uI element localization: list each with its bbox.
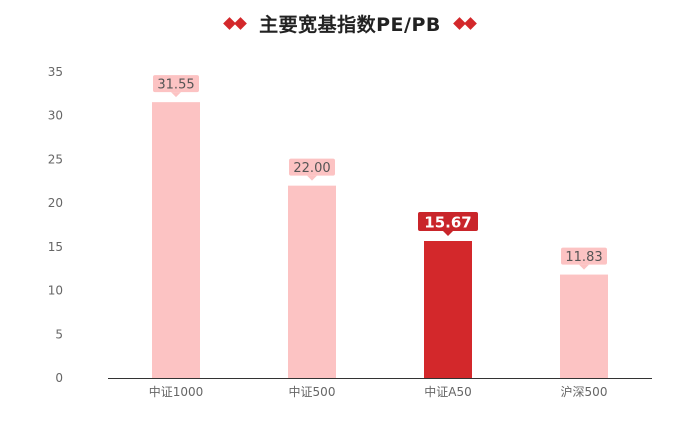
- value-label-bg: [561, 247, 607, 265]
- bar: [152, 102, 200, 379]
- x-tick-label: 沪深500: [561, 385, 608, 399]
- x-tick-label: 中证1000: [149, 384, 204, 399]
- y-tick-label: 10: [48, 284, 63, 298]
- data-label: 11.83: [565, 250, 602, 265]
- y-tick-label: 20: [48, 196, 63, 210]
- value-label-pointer: [171, 92, 181, 98]
- value-label-pointer: [307, 175, 317, 181]
- y-tick-label: 25: [48, 152, 63, 166]
- bar: [560, 274, 608, 378]
- value-label-bg: [289, 158, 335, 176]
- y-tick-label: 0: [55, 371, 63, 385]
- y-tick-label: 15: [48, 240, 63, 254]
- x-tick-label: 中证A50: [424, 384, 471, 399]
- data-label: 15.67: [424, 213, 471, 231]
- value-label-bg: [153, 75, 199, 93]
- chart-title: 主要宽基指数PE/PB: [259, 13, 441, 36]
- y-tick-label: 35: [48, 65, 63, 79]
- bar: [288, 185, 336, 378]
- value-label-bg: [418, 211, 478, 231]
- value-label-pointer: [579, 264, 589, 270]
- data-label: 31.55: [157, 78, 194, 93]
- y-tick-label: 30: [48, 109, 63, 123]
- data-label: 22.00: [293, 161, 330, 176]
- y-tick-label: 5: [55, 327, 63, 341]
- value-label-pointer: [443, 230, 453, 236]
- bar: [424, 240, 472, 378]
- chart-title-row: 主要宽基指数PE/PB: [0, 8, 700, 38]
- x-tick-label: 中证500: [289, 384, 336, 399]
